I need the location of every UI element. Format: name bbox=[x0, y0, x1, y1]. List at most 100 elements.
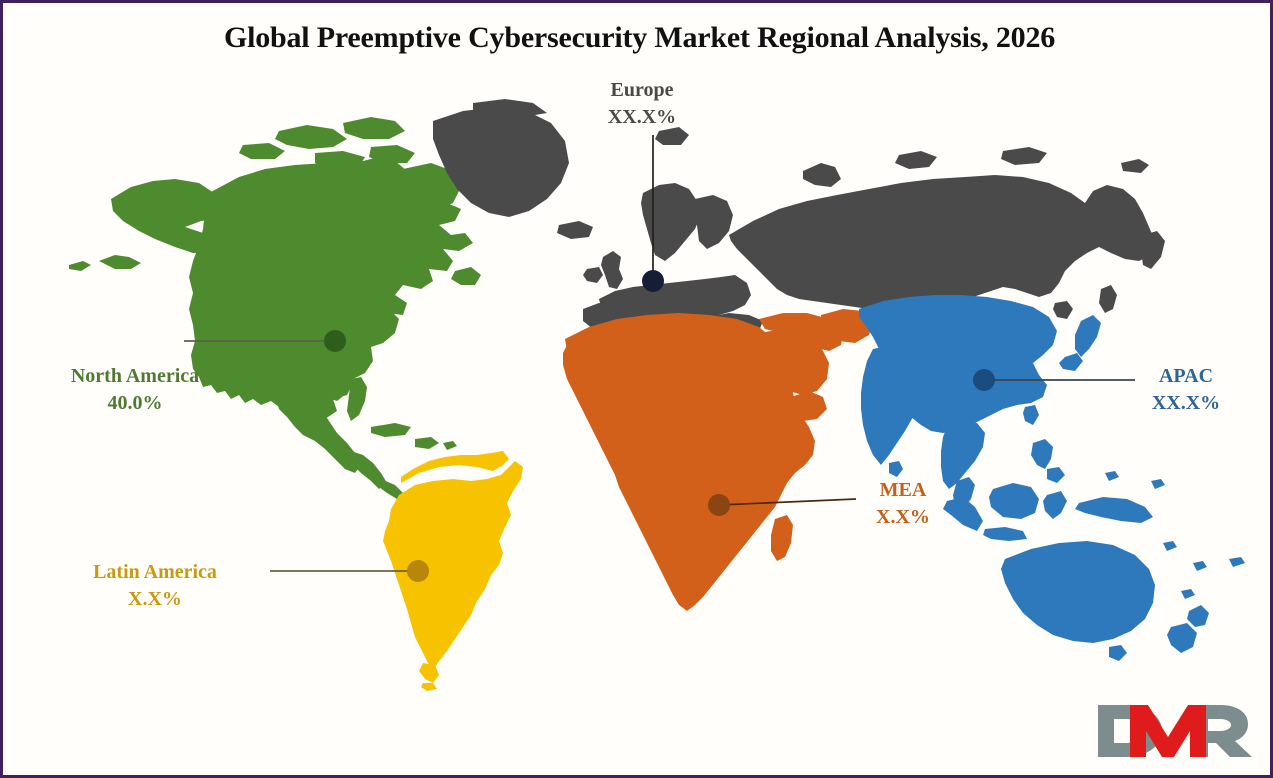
landmass-sulawesi bbox=[1043, 491, 1067, 519]
landmass-canada-usa-mexico bbox=[189, 157, 473, 419]
region-label-north-america[interactable]: North America 40.0% bbox=[37, 363, 233, 417]
region-latin-america[interactable] bbox=[383, 451, 523, 691]
landmass-wrangel bbox=[1121, 159, 1149, 173]
marker-dot-apac[interactable] bbox=[973, 369, 995, 391]
landmass-japan bbox=[1075, 315, 1101, 357]
landmass-mexico bbox=[275, 395, 361, 473]
landmass-india bbox=[861, 345, 929, 465]
landmass-arctic-islands-1 bbox=[275, 125, 347, 149]
marker-dot-north-america[interactable] bbox=[324, 330, 346, 352]
landmass-arctic-islands-3 bbox=[315, 151, 365, 169]
region-north-america[interactable] bbox=[69, 117, 481, 499]
landmass-taiwan bbox=[1023, 405, 1039, 425]
region-label-latin-america[interactable]: Latin America X.X% bbox=[57, 559, 253, 613]
landmass-madagascar bbox=[771, 515, 793, 561]
landmass-tierra-del-fuego bbox=[421, 683, 437, 691]
region-label-mea[interactable]: MEA X.X% bbox=[838, 477, 968, 531]
region-label-latin-america-value: X.X% bbox=[128, 588, 182, 610]
landmass-pacific-is-3 bbox=[1229, 557, 1245, 567]
leader-lines bbox=[184, 135, 1135, 572]
landmass-new-zealand-n bbox=[1187, 605, 1209, 627]
landmass-north-africa bbox=[565, 313, 771, 353]
landmass-pacific-is-5 bbox=[1105, 471, 1119, 481]
landmass-new-guinea bbox=[1075, 497, 1153, 523]
region-label-apac-name: APAC bbox=[1158, 365, 1214, 387]
landmass-aleutian bbox=[99, 255, 141, 269]
landmass-usa-east bbox=[319, 299, 399, 401]
landmass-arctic-is-east bbox=[1001, 147, 1047, 165]
landmass-japan-south bbox=[1059, 353, 1083, 371]
marker-dot-europe[interactable] bbox=[642, 270, 664, 292]
landmass-baffin bbox=[397, 163, 461, 211]
landmass-russia bbox=[729, 175, 1155, 309]
region-europe[interactable] bbox=[433, 99, 1165, 343]
landmass-svalbard bbox=[655, 127, 689, 145]
landmass-great-britain bbox=[601, 251, 623, 289]
landmass-borneo bbox=[989, 483, 1039, 519]
landmass-greenland bbox=[433, 107, 569, 217]
landmass-hispaniola bbox=[415, 437, 439, 449]
landmass-florida bbox=[347, 377, 367, 421]
landmass-arctic-islands-2 bbox=[343, 117, 405, 139]
landmass-ireland bbox=[583, 267, 603, 283]
landmass-philippines-2 bbox=[1047, 467, 1065, 483]
region-label-apac[interactable]: APAC XX.X% bbox=[1121, 363, 1251, 417]
logo-letter-r bbox=[1192, 705, 1252, 757]
landmass-greenland-north bbox=[473, 99, 547, 117]
region-label-mea-name: MEA bbox=[879, 479, 927, 501]
region-label-apac-value: XX.X% bbox=[1151, 392, 1221, 414]
landmass-aleutian-2 bbox=[69, 261, 91, 271]
landmass-south-america-north bbox=[401, 451, 509, 483]
landmass-arctic-islands-4 bbox=[369, 145, 415, 163]
world-map bbox=[69, 99, 1245, 691]
landmass-finland-baltic bbox=[695, 195, 733, 249]
region-label-mea-value: X.X% bbox=[876, 506, 930, 528]
landmass-cuba bbox=[371, 423, 411, 437]
landmass-pacific-is-1 bbox=[1163, 541, 1177, 551]
dmr-logo[interactable] bbox=[1096, 695, 1256, 767]
region-label-europe-value: XX.X% bbox=[607, 106, 677, 128]
region-label-north-america-name: North America bbox=[70, 365, 200, 387]
page-title: Global Preemptive Cybersecurity Market R… bbox=[223, 21, 1056, 54]
landmass-novaya-zemlya bbox=[803, 163, 841, 187]
marker-dot-mea[interactable] bbox=[708, 494, 730, 516]
landmass-severnaya-zemlya bbox=[895, 151, 937, 169]
landmass-newfoundland bbox=[451, 267, 481, 285]
landmass-kamchatka bbox=[1141, 231, 1165, 269]
landmass-panama bbox=[379, 479, 403, 499]
region-label-north-america-value: 40.0% bbox=[107, 392, 163, 414]
landmass-sakhalin bbox=[1099, 285, 1117, 313]
landmass-horn-of-africa bbox=[791, 391, 827, 421]
region-label-latin-america-name: Latin America bbox=[93, 561, 217, 583]
landmass-scandinavia bbox=[641, 183, 701, 261]
landmass-pacific-is-6 bbox=[1151, 479, 1165, 489]
landmass-patagonia-tip bbox=[419, 663, 439, 683]
landmass-australia bbox=[1001, 541, 1155, 643]
landmass-arctic-islands-5 bbox=[239, 143, 285, 159]
landmass-sumatra bbox=[943, 497, 983, 531]
region-label-europe-name: Europe bbox=[610, 79, 674, 101]
landmass-korea-gray bbox=[1053, 301, 1073, 319]
region-mea[interactable] bbox=[563, 309, 873, 611]
landmass-sri-lanka bbox=[889, 461, 903, 477]
landmass-philippines bbox=[1031, 439, 1053, 469]
landmass-central-america bbox=[351, 451, 387, 489]
landmass-iceland bbox=[557, 221, 593, 239]
landmass-new-zealand-s bbox=[1167, 623, 1197, 653]
region-label-europe[interactable]: Europe XX.X% bbox=[555, 77, 729, 131]
landmass-tasmania bbox=[1109, 645, 1127, 661]
region-apac[interactable] bbox=[859, 295, 1245, 661]
landmass-java bbox=[983, 527, 1027, 541]
landmass-puerto-rico bbox=[443, 441, 457, 450]
marker-dot-latin-america[interactable] bbox=[407, 560, 429, 582]
landmass-africa bbox=[563, 315, 815, 611]
leader-line-mea bbox=[718, 498, 857, 506]
landmass-indochina bbox=[941, 421, 985, 489]
landmass-south-america bbox=[383, 461, 523, 671]
landmass-alaska bbox=[111, 179, 223, 253]
landmass-pacific-is-4 bbox=[1181, 589, 1195, 599]
region-markers[interactable] bbox=[324, 270, 995, 582]
landmass-pacific-is-2 bbox=[1193, 561, 1207, 571]
logo-letter-m bbox=[1130, 705, 1206, 757]
